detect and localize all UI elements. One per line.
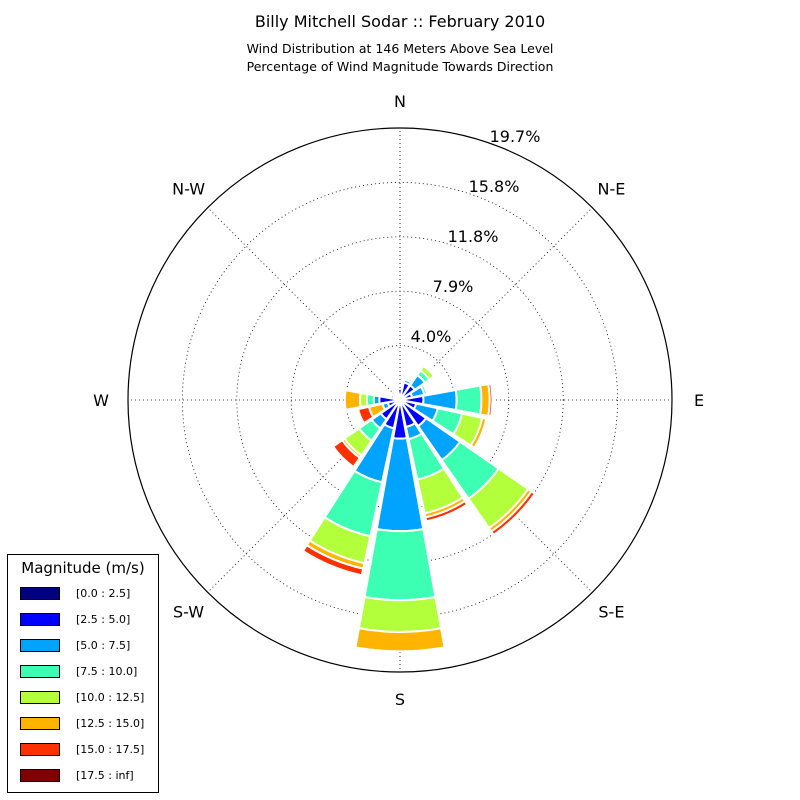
wind-bar-segment: [354, 627, 446, 653]
legend-swatch: [20, 743, 60, 756]
grid-spoke: [207, 207, 401, 401]
legend-swatch: [20, 691, 60, 704]
wind-bar-segment: [469, 416, 488, 450]
ring-value-label: 11.8%: [448, 227, 499, 246]
legend-label: [12.5 : 15.0]: [76, 717, 145, 730]
ring-value-label: 7.9%: [433, 277, 474, 296]
direction-label: N-E: [597, 180, 625, 199]
legend-label: [15.0 : 17.5]: [76, 743, 145, 756]
wind-bar-segment: [357, 595, 443, 633]
chart-subtitle-1: Wind Distribution at 146 Meters Above Se…: [246, 41, 554, 56]
grid-spoke: [207, 399, 401, 593]
legend-swatch: [20, 717, 60, 730]
chart-subtitle-2: Percentage of Wind Magnitude Towards Dir…: [246, 59, 554, 74]
legend-swatch: [20, 613, 60, 626]
wind-bar-segment: [300, 549, 363, 578]
wind-bar-segment: [454, 384, 483, 416]
wind-bar-segment: [363, 527, 437, 602]
legend-label: [5.0 : 7.5]: [76, 639, 131, 652]
direction-label: W: [93, 391, 109, 410]
direction-label: N-W: [172, 180, 205, 199]
grid-ring: [181, 181, 619, 619]
wind-bar-segment: [389, 389, 397, 397]
legend-swatch: [20, 587, 60, 600]
wind-bar-segment: [489, 382, 495, 418]
ring-value-label: 19.7%: [490, 127, 541, 146]
ring-value-label: 15.8%: [469, 177, 520, 196]
legend-label: [2.5 : 5.0]: [76, 613, 131, 626]
wind-bar-segment: [424, 499, 469, 523]
legend-swatch: [20, 639, 60, 652]
direction-label: S-W: [173, 602, 204, 621]
legend-swatch: [20, 665, 60, 678]
legend-label: [10.0 : 12.5]: [76, 691, 145, 704]
legend-label: [0.0 : 2.5]: [76, 587, 131, 600]
legend-label: [17.5 : inf]: [76, 769, 134, 782]
legend-label: [7.5 : 10.0]: [76, 665, 138, 678]
direction-label: S-E: [598, 602, 624, 621]
direction-label: E: [694, 391, 704, 410]
outer-ring: [127, 127, 673, 673]
wind-rose-bars: [300, 361, 538, 653]
direction-label: N: [394, 92, 406, 111]
legend: Magnitude (m/s) [0.0 : 2.5] [2.5 : 5.0] [5…: [7, 554, 159, 793]
chart-title: Billy Mitchell Sodar :: February 2010: [254, 12, 546, 31]
ring-value-label: 4.0%: [411, 327, 452, 346]
grid-spoke: [399, 207, 593, 401]
direction-label: S: [395, 690, 405, 709]
legend-title: Magnitude (m/s): [21, 559, 145, 577]
wind-bar-segment: [356, 405, 375, 425]
polar-labels: 4.0% 7.9% 11.8% 15.8% 19.7% N N-E E S-E S S-W W N-W: [93, 92, 704, 709]
wind-bar-segment: [394, 392, 401, 398]
wind-bar-segment: [331, 438, 362, 469]
legend-swatch: [20, 769, 60, 782]
wind-bar-segment: [419, 383, 429, 396]
wind-bar-segment: [423, 361, 439, 377]
wind-bar-segment: [492, 492, 538, 538]
wind-bar-segment: [343, 389, 362, 411]
